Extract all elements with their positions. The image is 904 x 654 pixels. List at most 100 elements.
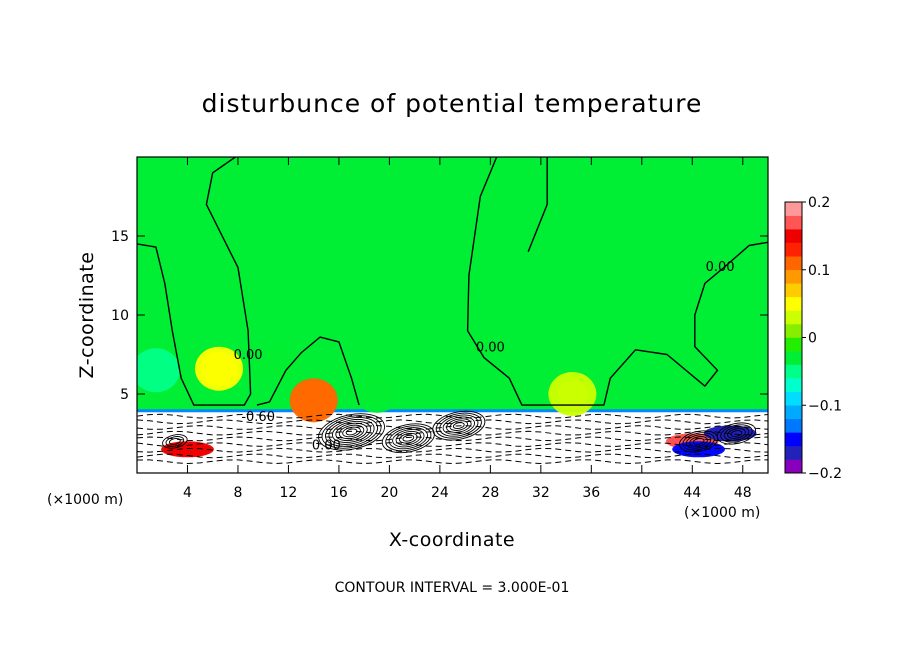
anomaly-level: [161, 441, 214, 458]
contour-label: 0.00: [476, 340, 505, 355]
x-tick-label: 20: [380, 485, 398, 501]
eddy-contour-line: [388, 427, 428, 450]
eddy-contour-line: [399, 432, 418, 444]
y-tick-label: 5: [120, 387, 129, 403]
colorbar-swatch: [785, 323, 802, 338]
colorbar-swatch: [785, 269, 802, 284]
x-tick-label: 44: [683, 485, 701, 501]
eddy-contour-line: [432, 410, 486, 441]
anomaly-level: [352, 368, 401, 413]
chart-title: disturbunce of potential temperature: [202, 89, 703, 118]
contour-interval-note: CONTOUR INTERVAL = 3.000E-01: [335, 580, 570, 596]
eddy-contour-line: [392, 429, 425, 448]
colorbar-swatch: [785, 242, 802, 257]
eddy-contour-line: [381, 423, 435, 454]
x-tick-label: 12: [280, 485, 298, 501]
eddy-contour-line: [452, 422, 465, 430]
negative-contour-line: [137, 430, 768, 436]
eddy-contour-line: [321, 415, 382, 449]
negative-contour-line: [137, 442, 768, 447]
x-axis-unit-right: (×1000 m): [684, 505, 760, 521]
contour-layer: 0.00 0.00 0.00 -0.60 0.00: [137, 157, 768, 465]
eddy-contour-line: [446, 418, 472, 433]
x-tick-label: 48: [734, 485, 752, 501]
cool-anomaly: [137, 348, 180, 393]
colorbar-swatch: [785, 432, 802, 447]
colorbar-swatch: [785, 310, 802, 325]
negative-contour-line: [137, 453, 768, 459]
colorbar-swatch: [785, 202, 802, 216]
eddy-contour-line: [328, 418, 375, 445]
anomaly-level: [137, 348, 180, 393]
colorbar-swatch: [785, 337, 802, 352]
eddy-contour-line: [439, 414, 479, 437]
x-tick-label: 24: [431, 485, 449, 501]
x-tick-label: 8: [233, 485, 242, 501]
eddy-contour-line: [689, 436, 708, 447]
colorbar: 0.2 0.1 0 −0.1 −0.2: [784, 195, 842, 482]
contour-label: 0.00: [234, 348, 263, 363]
contour-label: 0.00: [312, 438, 341, 453]
eddy-contour-line: [345, 428, 358, 436]
eddy-contour-line: [325, 417, 379, 447]
eddy-contour-line: [318, 413, 385, 451]
eddy-contour-line: [685, 434, 712, 449]
cool-anomaly: [352, 368, 401, 413]
eddy-contour-line: [435, 412, 482, 439]
colorbar-swatch: [785, 378, 802, 392]
colorbar-swatch: [785, 459, 802, 474]
anomaly-level: [251, 340, 300, 385]
eddy-contour-line: [168, 437, 181, 445]
x-tick-label: 40: [633, 485, 651, 501]
negative-contour-line: [137, 413, 768, 419]
eddy-contour-line: [449, 420, 469, 431]
colorbar-swatch: [785, 418, 802, 433]
warm-anomaly: [548, 372, 597, 416]
colorbar-tick-label: 0: [808, 331, 817, 347]
contour-label: 0.00: [706, 260, 735, 275]
y-axis-ticks: 5 10 15: [111, 229, 768, 403]
colorbar-tick-label: −0.2: [808, 466, 842, 482]
eddy-contour-line: [730, 430, 743, 437]
colorbar-tick-label: 0.2: [808, 195, 830, 211]
colorbar-swatch: [785, 364, 802, 379]
x-tick-label: 4: [183, 485, 192, 501]
x-tick-label: 32: [532, 485, 550, 501]
eddy-contour-line: [165, 436, 185, 447]
eddy-contour-line: [682, 432, 715, 451]
eddy-contour-line: [338, 424, 365, 440]
zero-contour-line: [256, 336, 360, 406]
colorbar-swatch: [785, 283, 802, 298]
zero-contour-line: [527, 157, 548, 253]
y-tick-label: 15: [111, 229, 129, 245]
warm-anomaly: [195, 346, 244, 391]
contour-label: -0.60: [241, 410, 275, 425]
eddy-contour-line: [395, 431, 422, 446]
x-tick-label: 28: [481, 485, 499, 501]
colorbar-swatch: [785, 351, 802, 365]
eddy-contour-line: [692, 437, 705, 445]
colorbar-swatch: [785, 296, 802, 311]
anomaly-level: [195, 346, 244, 391]
x-axis-unit-left: (×1000 m): [47, 492, 123, 508]
eddy-contour-line: [720, 424, 753, 443]
colorbar-tick-label: −0.1: [808, 398, 842, 414]
colorbar-swatch: [785, 391, 802, 406]
colorbar-swatch: [785, 445, 802, 460]
negative-contour-line: [137, 425, 768, 430]
x-tick-label: 16: [330, 485, 348, 501]
lower-layer-region: [137, 409, 768, 473]
eddy-contour-line: [442, 416, 476, 435]
colorbar-swatch: [785, 229, 802, 243]
warm-anomaly: [289, 378, 338, 423]
colorbar-swatch: [785, 405, 802, 420]
eddy-contour-line: [385, 425, 432, 452]
warm-anomaly: [161, 441, 214, 458]
cool-anomaly: [251, 340, 300, 385]
x-axis-label: X-coordinate: [389, 529, 515, 551]
zero-contour-line: [137, 157, 252, 406]
negative-contour-line: [137, 419, 768, 425]
anomaly-level: [548, 372, 597, 416]
eddy-contour-line: [331, 420, 372, 443]
